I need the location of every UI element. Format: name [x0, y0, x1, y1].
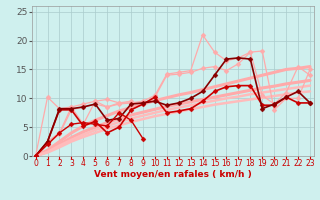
X-axis label: Vent moyen/en rafales ( km/h ): Vent moyen/en rafales ( km/h )	[94, 170, 252, 179]
